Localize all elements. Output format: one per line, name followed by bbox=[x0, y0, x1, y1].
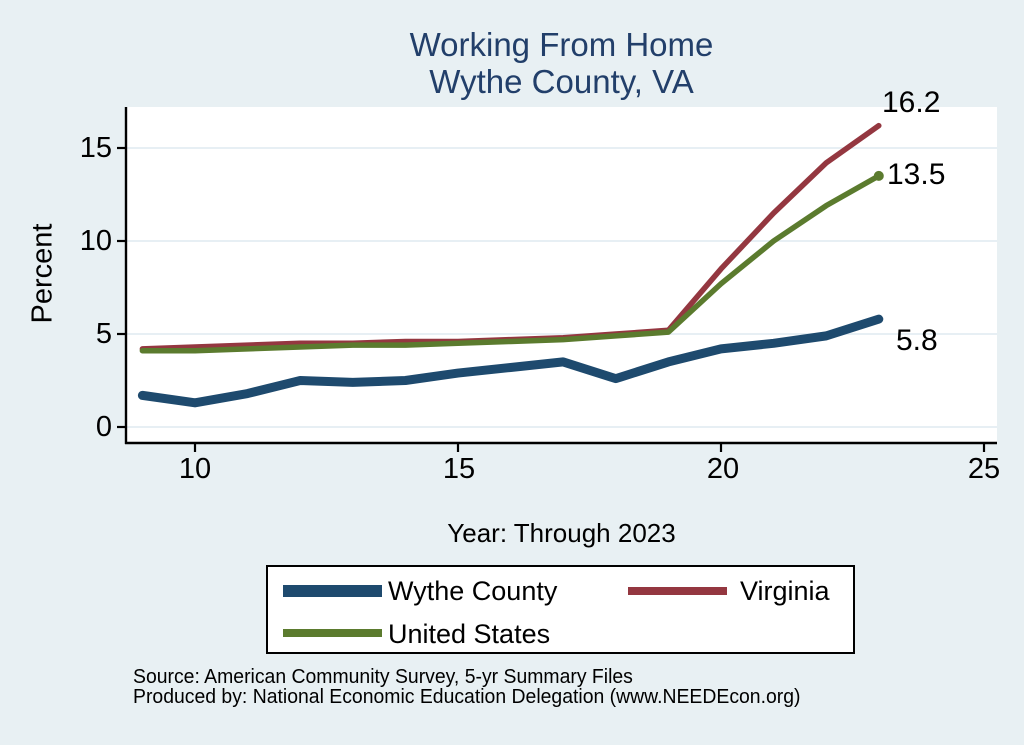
end-value-label-virginia: 16.2 bbox=[882, 86, 941, 119]
source-line: Source: American Community Survey, 5-yr … bbox=[133, 666, 633, 688]
legend-swatch-virginia bbox=[628, 587, 727, 595]
produced-by-line: Produced by: National Economic Education… bbox=[133, 686, 801, 708]
x-axis-title: Year: Through 2023 bbox=[447, 518, 676, 548]
x-tick-label-25: 25 bbox=[967, 453, 1001, 485]
footer-credits: Source: American Community Survey, 5-yr … bbox=[133, 667, 800, 707]
x-tick-label-15: 15 bbox=[442, 453, 476, 485]
chart-title-line1: Working From Home bbox=[409, 26, 714, 63]
legend-swatch-wythe-county bbox=[283, 585, 382, 597]
legend-label-wythe-county: Wythe County bbox=[388, 576, 558, 606]
y-tick-label-5: 5 bbox=[95, 318, 112, 350]
legend-label-virginia: Virginia bbox=[740, 576, 830, 606]
y-axis-title: Percent bbox=[26, 223, 59, 324]
x-tick-label-20: 20 bbox=[706, 453, 740, 485]
y-tick-label-15: 15 bbox=[79, 132, 112, 164]
y-tick-label-10: 10 bbox=[79, 225, 112, 257]
legend-label-united-states: United States bbox=[388, 619, 551, 649]
end-value-label-wythe-county: 5.8 bbox=[896, 324, 938, 357]
end-value-label-united-states: 13.5 bbox=[887, 158, 946, 191]
legend: Wythe County Virginia United States bbox=[266, 565, 855, 654]
series-line-united-states bbox=[139, 173, 882, 354]
chart-title-line2: Wythe County, VA bbox=[429, 63, 694, 100]
y-tick-label-0: 0 bbox=[95, 411, 112, 443]
legend-swatch-united-states bbox=[283, 629, 382, 637]
axis-lines bbox=[124, 107, 997, 445]
axis-ticks bbox=[117, 146, 986, 452]
x-tick-label-10: 10 bbox=[178, 453, 212, 485]
end-marker-united-states bbox=[873, 170, 884, 181]
series-lines bbox=[137, 122, 884, 408]
chart-title: Working From Home Wythe County, VA bbox=[126, 26, 997, 100]
series-line-wythe-county bbox=[137, 314, 884, 408]
